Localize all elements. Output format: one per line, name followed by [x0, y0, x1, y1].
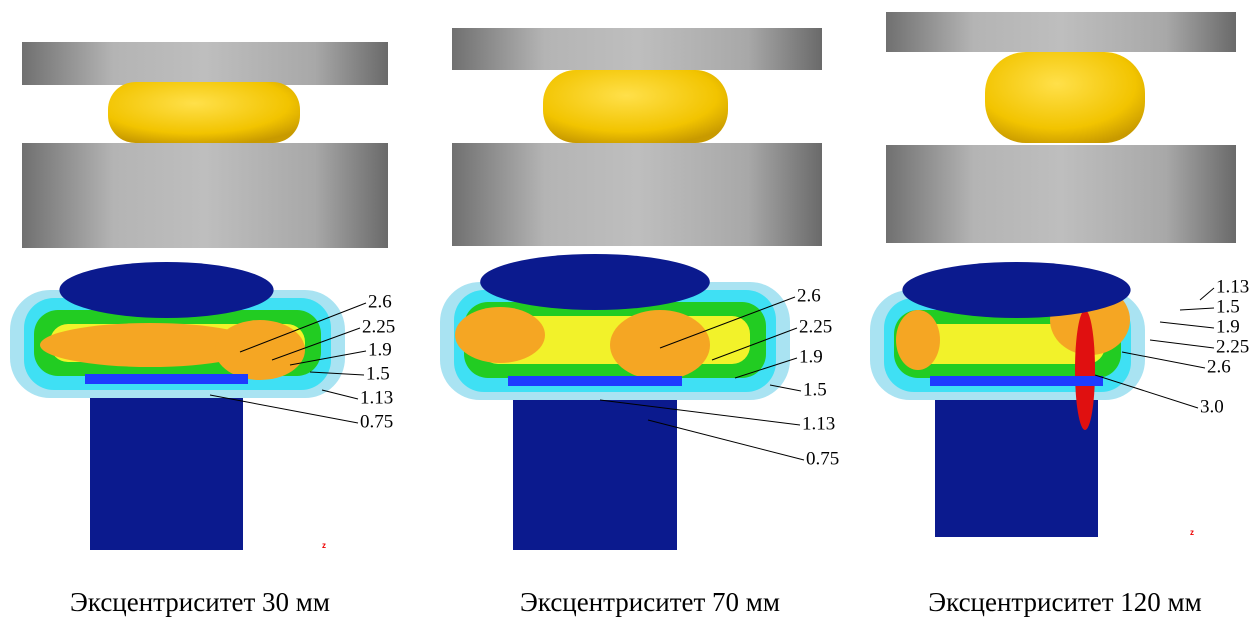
top-notch [480, 254, 710, 310]
leader-line [1180, 308, 1214, 310]
contour-label: 1.9 [799, 346, 823, 367]
contour-label: 2.25 [362, 316, 395, 337]
max-zone [1075, 310, 1095, 430]
contour-label: 2.6 [1207, 356, 1231, 377]
contour-label: 1.5 [366, 363, 390, 384]
figure: 2.62.251.91.51.130.75zЭксцентриситет 30 … [0, 0, 1256, 619]
contour-label: 1.9 [1216, 316, 1240, 337]
leader-line [322, 390, 358, 399]
contour-label: 1.5 [1216, 296, 1240, 317]
upper-plate [22, 42, 388, 85]
contour-label: 2.25 [1216, 336, 1249, 357]
axis-mark: z [1190, 528, 1194, 537]
caption: Эксцентриситет 70 мм [520, 587, 780, 617]
stem [90, 378, 243, 550]
leader-line [1160, 322, 1214, 328]
contour-label: 3.0 [1200, 396, 1224, 417]
stem [513, 380, 677, 550]
contour-label: 1.13 [360, 387, 393, 408]
workpiece [108, 82, 300, 143]
panel: 2.6 2.25 1.9 1.5 1.13 0.75 Эксцентриситет 70 м… [440, 28, 839, 617]
hot-zone [215, 320, 305, 380]
workpiece [985, 52, 1145, 143]
hot-zone [455, 307, 545, 363]
panel: 2.6 2.251.9 1.5 1.13 0.75 z Эксцентриситет 30 … [10, 42, 395, 617]
leader-line [1200, 288, 1214, 300]
upper-plate [452, 28, 822, 70]
caption: Эксцентриситет 30 мм [70, 587, 330, 617]
neck-band [85, 374, 248, 384]
caption: Эксцентриситет 120 мм [928, 587, 1201, 617]
contour-label: 1.5 [803, 379, 827, 400]
axis-mark: z [322, 541, 326, 550]
contour-label: 1.13 [802, 413, 835, 434]
lower-plate [886, 145, 1236, 243]
contour-label: 0.75 [360, 411, 393, 432]
top-notch [902, 262, 1130, 318]
neck-band [508, 376, 682, 386]
top-notch [59, 262, 273, 318]
contour-label: 2.25 [799, 316, 832, 337]
neck-band [930, 376, 1103, 386]
lower-plate [22, 143, 388, 248]
stem [935, 380, 1098, 537]
hot-zone [896, 310, 940, 370]
contour-label: 1.9 [368, 339, 392, 360]
workpiece [543, 70, 728, 143]
contour-label: 0.75 [806, 448, 839, 469]
hot-zone [610, 310, 710, 380]
panel: 1.131.51.92.252.6 3.0 z Эксцентриситет 120 … [870, 12, 1249, 617]
contour-label: 2.6 [368, 291, 392, 312]
lower-plate [452, 143, 822, 246]
upper-plate [886, 12, 1236, 52]
contour-label: 1.13 [1216, 276, 1249, 297]
contour-label: 2.6 [797, 285, 821, 306]
leader-line [1150, 340, 1214, 348]
